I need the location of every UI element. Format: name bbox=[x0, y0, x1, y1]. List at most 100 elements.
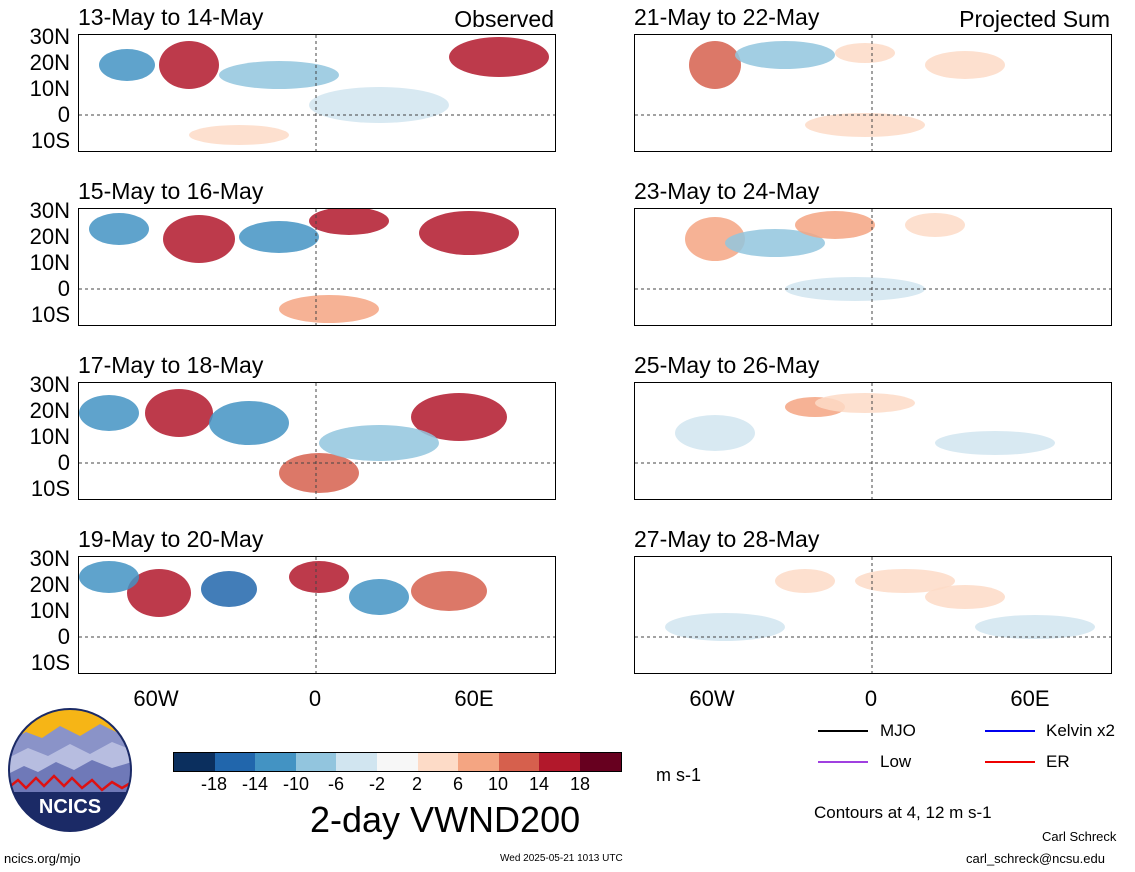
anomaly-region bbox=[725, 229, 825, 257]
panel-date-proj-1: 21-May to 22-May bbox=[634, 4, 820, 30]
legend-line-kelvin bbox=[985, 730, 1035, 732]
map-shading bbox=[635, 383, 1111, 499]
lon-label: 0 bbox=[864, 686, 878, 711]
legend-line-low bbox=[818, 761, 868, 763]
observed-badge: Observed bbox=[454, 6, 554, 32]
anomaly-region bbox=[349, 579, 409, 615]
legend-line-er bbox=[985, 761, 1035, 763]
colorbar-tick: 6 bbox=[452, 774, 463, 794]
colorbar-swatch bbox=[458, 753, 499, 771]
colorbar-swatch bbox=[579, 753, 621, 771]
colorbar-swatch bbox=[336, 753, 377, 771]
anomaly-region bbox=[975, 615, 1095, 639]
lat-label: 10N bbox=[29, 598, 70, 623]
anomaly-region bbox=[795, 211, 875, 239]
anomaly-region bbox=[905, 213, 965, 237]
anomaly-region bbox=[775, 569, 835, 593]
lon-label: 60E bbox=[1010, 686, 1050, 711]
colorbar-swatch bbox=[498, 753, 540, 771]
footer-author: Carl Schreck bbox=[1042, 829, 1117, 844]
lat-label: 10S bbox=[30, 128, 70, 153]
lat-label: 10S bbox=[30, 650, 70, 675]
legend-label-mjo: MJO bbox=[880, 721, 916, 740]
colorbar-tick: 18 bbox=[569, 774, 591, 794]
colorbar-tick: -2 bbox=[368, 774, 385, 794]
map-panel-proj-3 bbox=[634, 382, 1112, 500]
panel-date-proj-3: 25-May to 26-May bbox=[634, 352, 820, 378]
map-panel-obs-2 bbox=[78, 208, 556, 326]
footer-timestamp: Wed 2025-05-21 1013 UTC bbox=[500, 853, 623, 864]
lat-label: 30N bbox=[29, 372, 70, 397]
anomaly-region bbox=[785, 277, 925, 301]
legend-label-er: ER bbox=[1046, 752, 1070, 771]
anomaly-region bbox=[685, 217, 745, 261]
colorbar-swatch bbox=[417, 753, 459, 771]
map-shading bbox=[79, 209, 555, 325]
anomaly-region bbox=[159, 41, 219, 89]
anomaly-region bbox=[219, 61, 339, 89]
colorbar-swatch bbox=[255, 753, 296, 771]
anomaly-region bbox=[289, 561, 349, 593]
colorbar-swatch bbox=[174, 753, 215, 771]
map-shading bbox=[79, 383, 555, 499]
projected-badge: Projected Sum bbox=[959, 6, 1110, 32]
lat-label: 10S bbox=[30, 476, 70, 501]
anomaly-region bbox=[279, 295, 379, 323]
footer-email[interactable]: carl_schreck@ncsu.edu bbox=[966, 851, 1105, 866]
lat-label: 10N bbox=[29, 424, 70, 449]
colorbar-swatch bbox=[376, 753, 418, 771]
legend-label-low: Low bbox=[880, 752, 912, 771]
lat-label: 30N bbox=[29, 546, 70, 571]
anomaly-region bbox=[279, 453, 359, 493]
anomaly-region bbox=[419, 211, 519, 255]
anomaly-region bbox=[835, 43, 895, 63]
colorbar-tick: 10 bbox=[487, 774, 509, 794]
anomaly-region bbox=[239, 221, 319, 253]
anomaly-region bbox=[411, 571, 487, 611]
anomaly-region bbox=[805, 113, 925, 137]
lat-label: 10N bbox=[29, 76, 70, 101]
panel-date-proj-4: 27-May to 28-May bbox=[634, 526, 820, 552]
lat-label: 30N bbox=[29, 24, 70, 49]
footer-url[interactable]: ncics.org/mjo bbox=[4, 851, 81, 866]
anomaly-region bbox=[855, 569, 955, 593]
lon-label: 60E bbox=[454, 686, 494, 711]
panel-date-obs-2: 15-May to 16-May bbox=[78, 178, 264, 204]
map-shading bbox=[635, 557, 1111, 673]
panel-date-obs-3: 17-May to 18-May bbox=[78, 352, 264, 378]
lat-label: 0 bbox=[57, 624, 70, 649]
colorbar-tick: -18 bbox=[200, 774, 227, 794]
anomaly-region bbox=[689, 41, 741, 89]
lat-label: 20N bbox=[29, 50, 70, 75]
ncics-logo: NCICS bbox=[8, 708, 132, 832]
colorbar-tick: -6 bbox=[327, 774, 344, 794]
map-panel-proj-4 bbox=[634, 556, 1112, 674]
colorbar-swatch bbox=[214, 753, 256, 771]
lon-label: 60W bbox=[133, 686, 179, 711]
lat-label: 10N bbox=[29, 250, 70, 275]
anomaly-region bbox=[89, 213, 149, 245]
legend-line-mjo bbox=[818, 730, 868, 732]
map-shading bbox=[635, 35, 1111, 151]
lat-label: 10S bbox=[30, 302, 70, 327]
anomaly-region bbox=[935, 431, 1055, 455]
anomaly-region bbox=[79, 561, 139, 593]
anomaly-region bbox=[319, 425, 439, 461]
anomaly-region bbox=[201, 571, 257, 607]
lat-label: 0 bbox=[57, 450, 70, 475]
map-shading bbox=[79, 557, 555, 673]
panel-date-proj-2: 23-May to 24-May bbox=[634, 178, 820, 204]
anomaly-region bbox=[209, 401, 289, 445]
anomaly-region bbox=[735, 41, 835, 69]
anomaly-region bbox=[79, 395, 139, 431]
map-panel-proj-1 bbox=[634, 34, 1112, 152]
colorbar-swatch bbox=[295, 753, 337, 771]
map-shading bbox=[635, 209, 1111, 325]
map-panel-obs-1 bbox=[78, 34, 556, 152]
map-shading bbox=[79, 35, 555, 151]
anomaly-region bbox=[449, 37, 549, 77]
legend-label-kelvin: Kelvin x2 bbox=[1046, 721, 1115, 740]
lat-label: 30N bbox=[29, 198, 70, 223]
colorbar-tick: -14 bbox=[241, 774, 268, 794]
colorbar bbox=[173, 752, 622, 772]
